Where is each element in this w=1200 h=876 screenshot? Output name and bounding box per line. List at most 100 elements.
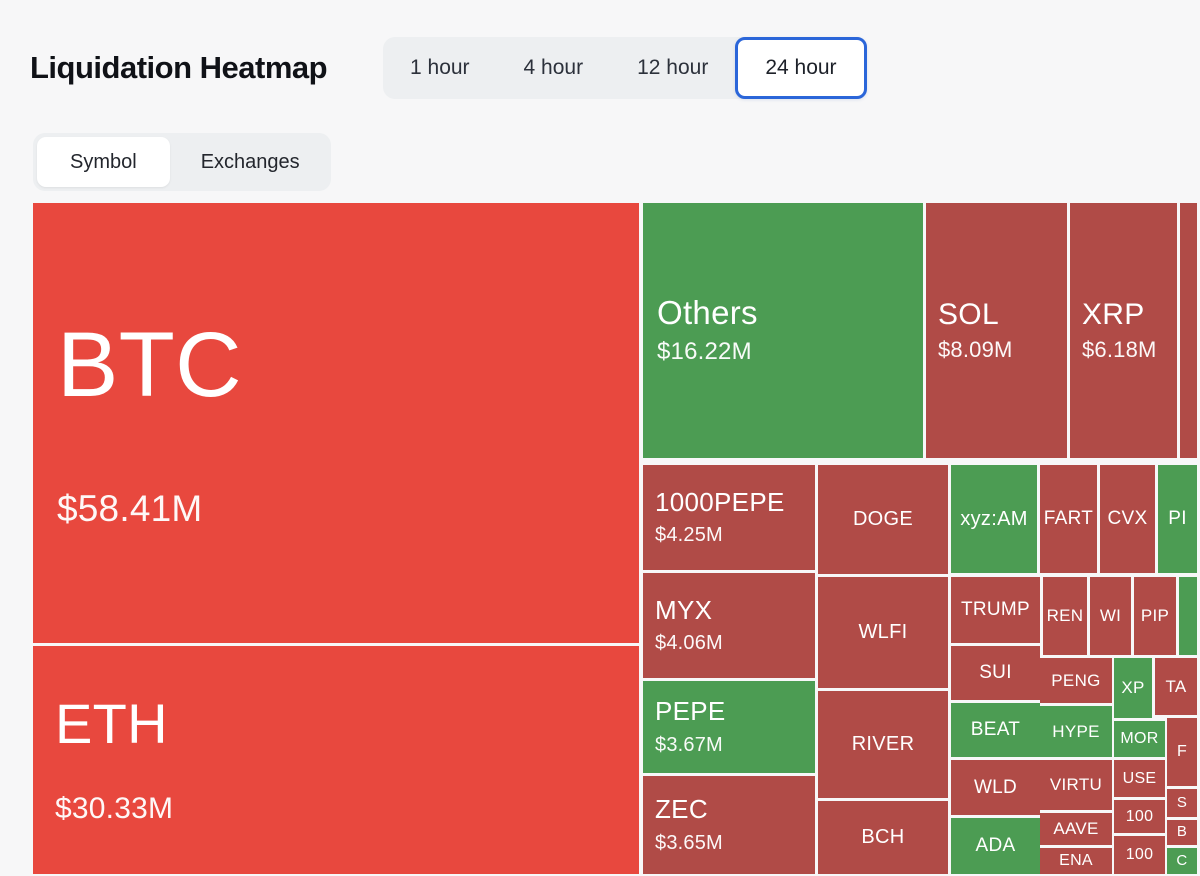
treemap-tile-c[interactable]: C [1167,848,1197,874]
tile-symbol: PEPE [655,696,726,727]
treemap-tile-ena[interactable]: ENA [1040,848,1112,874]
tile-symbol: ZEC [655,794,708,825]
treemap-tile-wi[interactable]: WI [1090,577,1131,655]
tile-value: $3.67M [655,733,723,756]
treemap-tile-trump[interactable]: TRUMP [951,577,1040,643]
tile-symbol: B [1176,823,1188,841]
tile-symbol: MOR [1120,730,1159,748]
time-tab-24-hour[interactable]: 24 hour [735,37,867,99]
time-tab-4-hour[interactable]: 4 hour [523,56,584,79]
tile-symbol: 100 [1125,846,1154,864]
treemap-tile-mor[interactable]: MOR [1114,721,1165,757]
treemap-tile-pepe[interactable]: PEPE $3.67M [643,681,815,773]
treemap-tile-zec[interactable]: ZEC $3.65M [643,776,815,874]
treemap-tile-b[interactable]: B [1167,820,1197,845]
treemap-tile-1000pepe[interactable]: 1000PEPE $4.25M [643,465,815,570]
treemap-tile-sui[interactable]: SUI [951,646,1040,700]
tile-symbol: PI [1168,508,1187,530]
treemap-tile-100[interactable]: 100 [1114,836,1165,874]
treemap-tile-river[interactable]: RIVER [818,691,948,798]
tile-symbol: RIVER [851,733,915,756]
treemap-tile-s[interactable]: S [1167,789,1197,817]
tile-symbol: F [1176,743,1188,761]
view-tab-symbol[interactable]: Symbol [37,137,170,187]
treemap-tile-xyz-am[interactable]: xyz:AM [951,465,1037,573]
treemap-tile-ren[interactable]: REN [1043,577,1087,655]
tile-symbol: 1000PEPE [655,486,785,517]
treemap-tile-wld[interactable]: WLD [951,760,1040,815]
tile-value: $16.22M [657,337,752,365]
tile-value: $4.06M [655,632,723,655]
treemap-tile-others[interactable]: Others $16.22M [643,203,923,458]
treemap-tile-unlabeled-5[interactable] [1180,203,1197,458]
treemap-tile-wlfi[interactable]: WLFI [818,577,948,688]
treemap-tile-btc[interactable]: BTC $58.41M [33,203,639,643]
tile-symbol: CVX [1107,508,1148,530]
tile-symbol: USE [1122,769,1157,787]
tile-value: $4.25M [655,524,723,547]
tile-value: $3.65M [655,831,723,854]
treemap-tile-doge[interactable]: DOGE [818,465,948,574]
tile-symbol: C [1176,851,1188,869]
treemap: BTC $58.41M ETH $30.33M Others $16.22M SOL $8.0… [33,203,1197,874]
treemap-tile-peng[interactable]: PENG [1040,658,1112,703]
tile-symbol: S [1176,793,1188,811]
tile-symbol: ETH [55,691,168,755]
treemap-tile-beat[interactable]: BEAT [951,703,1040,757]
tile-symbol: WLFI [858,621,908,644]
time-tab-1-hour[interactable]: 1 hour [410,56,470,79]
treemap-tile-xrp[interactable]: XRP $6.18M [1070,203,1177,458]
treemap-tile-aave[interactable]: AAVE [1040,813,1112,845]
tile-symbol: FART [1043,508,1094,530]
treemap-tile-pi[interactable]: PI [1158,465,1197,573]
tile-value: $8.09M [938,337,1013,363]
treemap-tile-ada[interactable]: ADA [951,818,1040,874]
treemap-tile-sol[interactable]: SOL $8.09M [926,203,1067,458]
tile-value: $30.33M [55,792,174,826]
tile-symbol: BTC [57,314,242,417]
treemap-tile-hype[interactable]: HYPE [1040,706,1112,757]
tile-symbol: DOGE [852,508,914,531]
treemap-tile-xp[interactable]: XP [1114,658,1152,718]
tile-symbol: xyz:AM [960,507,1028,530]
tile-symbol: WI [1099,606,1122,626]
treemap-tile-ta[interactable]: TA [1155,658,1197,715]
tile-symbol: 100 [1125,807,1154,825]
treemap-tile-bch[interactable]: BCH [818,801,948,874]
time-tab-12-hour[interactable]: 12 hour [637,56,709,79]
tile-symbol: HYPE [1052,721,1100,741]
treemap-tile-virtu[interactable]: VIRTU [1040,760,1112,810]
tile-symbol: BEAT [970,719,1021,741]
tile-symbol: PIP [1140,606,1170,626]
tile-symbol: MYX [655,594,713,625]
tile-symbol: BCH [861,826,905,849]
grouping-tabs: Symbol Exchanges [33,133,331,191]
page-title: Liquidation Heatmap [30,50,328,85]
treemap-tile-myx[interactable]: MYX $4.06M [643,573,815,678]
treemap-tile-unlabeled-22[interactable] [1179,577,1197,655]
tile-symbol: SUI [979,662,1012,684]
tile-symbol: ENA [1059,852,1093,870]
view-tab-exchanges[interactable]: Exchanges [200,150,300,173]
tile-symbol: PENG [1051,670,1101,690]
tile-symbol: XP [1121,678,1145,698]
treemap-tile-cvx[interactable]: CVX [1100,465,1155,573]
tile-symbol: SOL [938,297,999,331]
tile-symbol: REN [1046,606,1084,626]
tile-symbol: AAVE [1053,819,1099,839]
tile-symbol: ADA [975,835,1016,857]
tile-symbol: TA [1165,676,1187,696]
tile-symbol: XRP [1082,297,1145,331]
tile-symbol: WLD [973,776,1018,798]
treemap-tile-eth[interactable]: ETH $30.33M [33,646,639,874]
treemap-tile-use[interactable]: USE [1114,760,1165,797]
tile-value: $6.18M [1082,337,1157,363]
time-range-tabs: 1 hour 4 hour 12 hour 24 hour [383,37,867,99]
treemap-tile-f[interactable]: F [1167,718,1197,786]
treemap-tile-pip[interactable]: PIP [1134,577,1176,655]
tile-symbol: TRUMP [960,599,1031,621]
treemap-tile-100[interactable]: 100 [1114,800,1165,833]
tile-symbol: VIRTU [1049,775,1103,795]
treemap-tile-fart[interactable]: FART [1040,465,1097,573]
